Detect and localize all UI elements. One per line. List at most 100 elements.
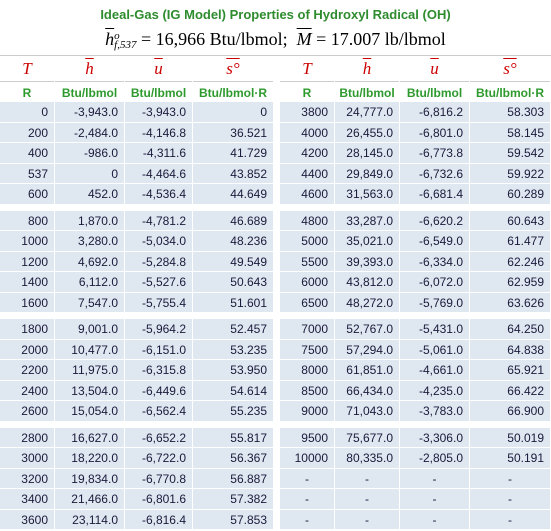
symbol-header: T xyxy=(0,58,54,82)
symbol-header: T xyxy=(280,58,334,82)
unit-header: Btu/lbmol·R xyxy=(470,83,550,101)
cell: 59.542 xyxy=(470,143,550,163)
cell: 15,054.0 xyxy=(55,401,124,421)
unit-header: R xyxy=(0,83,54,101)
cell: 50.643 xyxy=(193,272,273,292)
cell: 1800 xyxy=(0,319,54,339)
cell: 53.235 xyxy=(193,339,273,359)
cell: -6,801.0 xyxy=(400,122,469,142)
title: Ideal-Gas (IG Model) Properties of Hydro… xyxy=(100,7,451,22)
cell: 48,272.0 xyxy=(335,292,399,312)
cell: 6,112.0 xyxy=(55,272,124,292)
cell: 6000 xyxy=(280,272,334,292)
cell: 8500 xyxy=(280,380,334,400)
cell: - xyxy=(335,468,399,488)
symbol-header: u xyxy=(400,58,469,82)
cell: 80,335.0 xyxy=(335,448,399,468)
cell: 1200 xyxy=(0,251,54,271)
cell: 6500 xyxy=(280,292,334,312)
unit-header: Btu/lbmol xyxy=(125,83,192,101)
cell: 60.643 xyxy=(470,210,550,230)
cell: -6,562.4 xyxy=(125,401,192,421)
cell: 800 xyxy=(0,210,54,230)
cell: -3,783.0 xyxy=(400,401,469,421)
cell: 50.019 xyxy=(470,427,550,447)
cell: -6,549.0 xyxy=(400,231,469,251)
cell: 49.549 xyxy=(193,251,273,271)
cell: 57.853 xyxy=(193,509,273,529)
cell: 66,434.0 xyxy=(335,380,399,400)
cell: 9000 xyxy=(280,401,334,421)
cell: 1600 xyxy=(0,292,54,312)
cell: 11,975.0 xyxy=(55,360,124,380)
cell: 75,677.0 xyxy=(335,427,399,447)
cell: - xyxy=(280,509,334,529)
cell: 3800 xyxy=(280,102,334,122)
cell: 57,294.0 xyxy=(335,339,399,359)
m-symbol: M xyxy=(296,29,312,49)
cell: 5500 xyxy=(280,251,334,271)
cell: -4,311.6 xyxy=(125,143,192,163)
symbol-header: s° xyxy=(193,58,273,82)
cell: 7000 xyxy=(280,319,334,339)
cell: 43,812.0 xyxy=(335,272,399,292)
cell: 4,692.0 xyxy=(55,251,124,271)
cell: 54.614 xyxy=(193,380,273,400)
h-indices: o f,537 xyxy=(114,30,137,51)
cell: 31,563.0 xyxy=(335,184,399,204)
h-value: = 16,966 Btu/lbmol; xyxy=(140,29,288,49)
h-sub: f,537 xyxy=(114,38,137,51)
cell: 56.367 xyxy=(193,448,273,468)
cell: -5,964.2 xyxy=(125,319,192,339)
cell: 600 xyxy=(0,184,54,204)
cell: 4000 xyxy=(280,122,334,142)
cell: 50.191 xyxy=(470,448,550,468)
cell: 3000 xyxy=(0,448,54,468)
cell: -5,431.0 xyxy=(400,319,469,339)
cell: 23,114.0 xyxy=(55,509,124,529)
cell: -4,661.0 xyxy=(400,360,469,380)
cell: -4,536.4 xyxy=(125,184,192,204)
cell: 3600 xyxy=(0,509,54,529)
cell: -6,151.0 xyxy=(125,339,192,359)
cell: 36.521 xyxy=(193,122,273,142)
cell: 18,220.0 xyxy=(55,448,124,468)
cell: -5,527.6 xyxy=(125,272,192,292)
cell: 41.729 xyxy=(193,143,273,163)
unit-header: Btu/lbmol·R xyxy=(193,83,273,101)
symbol-header: u xyxy=(125,58,192,82)
cell: 35,021.0 xyxy=(335,231,399,251)
cell: 21,466.0 xyxy=(55,489,124,509)
cell: -2,805.0 xyxy=(400,448,469,468)
cell: 58.145 xyxy=(470,122,550,142)
cell: 3200 xyxy=(0,468,54,488)
cell: 10000 xyxy=(280,448,334,468)
cell: -2,484.0 xyxy=(55,122,124,142)
cell: -4,464.6 xyxy=(125,163,192,183)
cell: 48.236 xyxy=(193,231,273,251)
cell: -5,284.8 xyxy=(125,251,192,271)
cell: 28,145.0 xyxy=(335,143,399,163)
cell: 0 xyxy=(55,163,124,183)
cell: 5000 xyxy=(280,231,334,251)
cell: 1000 xyxy=(0,231,54,251)
cell: 56.887 xyxy=(193,468,273,488)
cell: -5,061.0 xyxy=(400,339,469,359)
cell: 62.959 xyxy=(470,272,550,292)
cell: -6,801.6 xyxy=(125,489,192,509)
cell: 4600 xyxy=(280,184,334,204)
cell: - xyxy=(400,489,469,509)
symbol-header: s° xyxy=(470,58,550,82)
unit-header: R xyxy=(280,83,334,101)
cell: -4,235.0 xyxy=(400,380,469,400)
cell: 51.601 xyxy=(193,292,273,312)
cell: 66.900 xyxy=(470,401,550,421)
cell: 52,767.0 xyxy=(335,319,399,339)
symbol-header: h xyxy=(55,58,124,82)
cell: 46.689 xyxy=(193,210,273,230)
cell: 3,280.0 xyxy=(55,231,124,251)
cell: 57.382 xyxy=(193,489,273,509)
cell: 66.422 xyxy=(470,380,550,400)
cell: - xyxy=(470,489,550,509)
